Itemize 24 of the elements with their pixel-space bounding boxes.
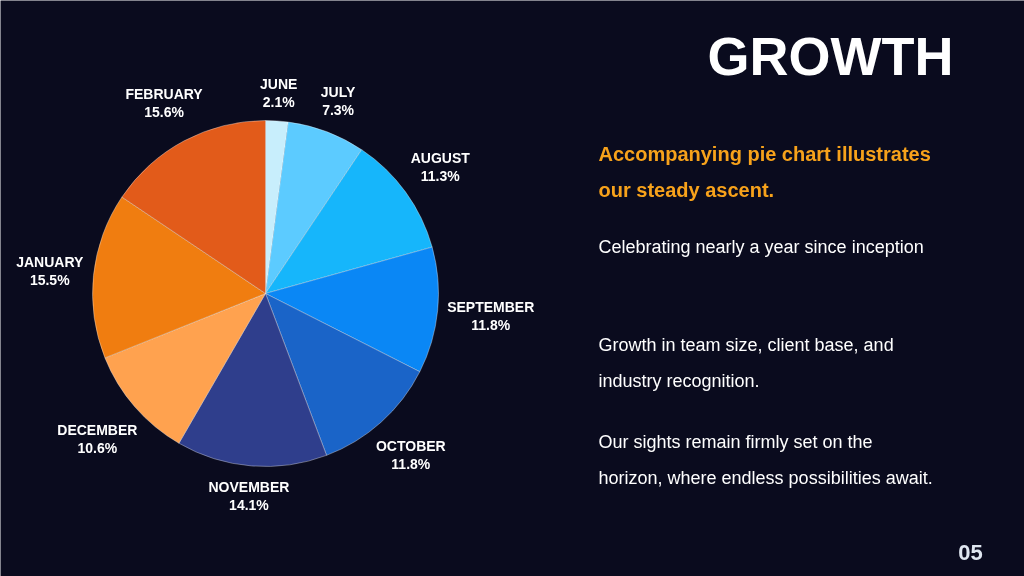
- data-label: 11.3%: [420, 168, 461, 185]
- text: Celebrating nearly a year since inception: [598, 236, 924, 257]
- slice-label: AUGUST: [410, 150, 471, 167]
- data-label: 14.1%: [229, 496, 270, 513]
- text: GROWTH: [707, 25, 954, 86]
- data-label: 2.1%: [262, 93, 296, 110]
- slice-label: JULY: [320, 84, 356, 101]
- text: Accompanying pie chart illustrates our steady ascent.: [598, 142, 931, 201]
- data-label: 11.8%: [471, 316, 511, 333]
- slice-label: JUNE: [260, 75, 298, 92]
- text: 05: [958, 540, 983, 565]
- data-label: 10.6%: [77, 440, 118, 457]
- slice-label: DECEMBER: [57, 422, 138, 439]
- text: Growth in team size, client base, and industry recognition.: [598, 334, 894, 391]
- slice-label: FEBRUARY: [125, 86, 204, 103]
- data-label: 15.5%: [29, 271, 71, 288]
- slice-label: JANUARY: [16, 253, 84, 270]
- slice-label: NOVEMBER: [208, 478, 290, 495]
- data-label: 7.3%: [322, 102, 355, 119]
- data-label: 15.6%: [144, 104, 185, 121]
- slice-label: OCTOBER: [375, 438, 446, 455]
- slice-label: SEPTEMBER: [447, 298, 535, 315]
- data-label: 11.8%: [391, 456, 431, 473]
- text: Our sights remain firmly set on the horizon, where endless possibilities await.: [598, 431, 933, 488]
